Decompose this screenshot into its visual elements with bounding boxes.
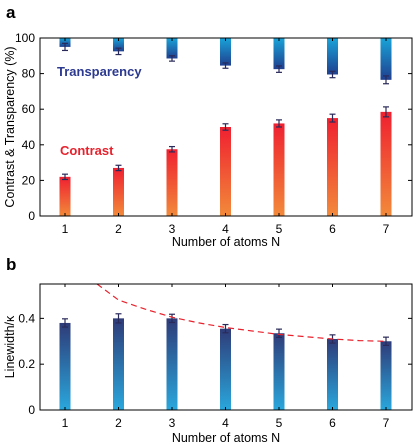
a-series1-errorbar [222,123,229,131]
b-series0-errorbar [62,318,68,328]
b-xtick-label: 5 [276,416,283,430]
a-series0-errorbar [169,55,175,62]
a-series0-bar [380,38,392,80]
a-series0-errorbar [383,75,389,85]
a-series0-bar [220,38,231,66]
a-series0-errorbar [115,47,122,56]
b-series0-errorbar [383,336,389,346]
a-series1-errorbar [169,145,175,153]
a-series1-errorbar [329,113,336,123]
a-series1-bar [380,111,392,216]
a-ytick-label: 80 [22,67,36,81]
a-series0-bar [273,38,285,70]
panel-a-xlabel: Number of atoms N [172,235,280,249]
a-ytick-label: 0 [28,209,35,223]
panel-b-bars [59,313,392,410]
a-series1-errorbar [383,106,389,118]
b-xtick-label: 2 [115,416,122,430]
a-series1-errorbar [115,164,122,172]
contrast-label: Contrast [60,143,114,158]
transparency-label: Transparency [57,64,142,79]
a-ytick-label: 100 [15,31,35,45]
b-series0-bar [327,338,338,410]
a-xtick-label: 2 [115,222,122,236]
b-series0-bar [166,318,178,410]
panel-b-ticks: 1 2 3 4 5 6 7 0 0.2 0.4 [18,284,412,430]
b-series0-bar [59,322,71,410]
a-series1-bar [113,167,124,216]
b-xtick-label: 6 [329,416,336,430]
b-series0-errorbar [169,313,175,324]
panel-a-ylabel: Contrast & Transparency (%) [3,46,17,207]
a-series1-bar [220,127,231,216]
panel-b-frame [39,283,413,411]
b-xtick-label: 3 [169,416,176,430]
panel-b-ylabel: Linewidth/κ [3,315,17,378]
a-series1-errorbar [62,173,68,181]
a-series1-bar [327,118,338,216]
a-series0-errorbar [222,62,229,69]
a-xtick-label: 5 [276,222,283,236]
b-ytick-label: 0 [28,403,35,417]
a-ytick-label: 40 [22,138,36,152]
a-series0-bar [327,38,338,75]
panel-a-bars [59,38,392,216]
a-series0-bar [59,38,71,47]
a-series0-bar [113,38,124,52]
panel-a-letter: a [6,3,16,22]
a-xtick-label: 4 [222,222,229,236]
b-xtick-label: 1 [62,416,69,430]
b-ytick-label: 0.2 [18,357,35,371]
b-series0-bar [113,318,124,410]
a-series1-errorbar [276,119,282,128]
b-series0-errorbar [222,323,229,334]
panel-a-ticks: 1 2 3 4 5 6 7 0 20 40 60 80 100 [15,31,412,236]
b-ytick-label: 0.4 [18,311,35,325]
b-series0-errorbar [276,328,282,338]
panel-b-xlabel: Number of atoms N [172,431,280,445]
a-xtick-label: 6 [329,222,336,236]
a-ytick-label: 60 [22,102,36,116]
a-xtick-label: 3 [169,222,176,236]
b-series0-errorbar [115,313,122,324]
b-xtick-label: 4 [222,416,229,430]
fit-curve-dashed [96,283,387,342]
b-xtick-label: 7 [383,416,390,430]
b-series0-bar [380,341,392,410]
panel-a-frame [39,37,413,217]
a-xtick-label: 7 [383,222,390,236]
a-series1-bar [273,123,285,216]
a-series1-bar [59,176,71,216]
a-series0-errorbar [276,65,282,73]
b-series0-bar [220,328,231,410]
a-series0-errorbar [62,42,68,52]
a-series0-errorbar [329,70,336,79]
a-series0-bar [166,38,178,59]
chart-panel-b: b 1 2 3 4 5 6 7 0 0.2 0.4 Number of atoms N Linew… [3,255,413,445]
a-xtick-label: 1 [62,222,69,236]
chart-panel-a: a 1 2 3 4 5 6 7 0 20 40 60 80 100 Transparency Contr… [3,3,413,249]
a-ytick-label: 20 [22,173,36,187]
b-series0-bar [273,333,285,410]
a-series1-bar [166,149,178,216]
panel-b-letter: b [6,255,16,274]
panel-b-curve [96,283,387,342]
